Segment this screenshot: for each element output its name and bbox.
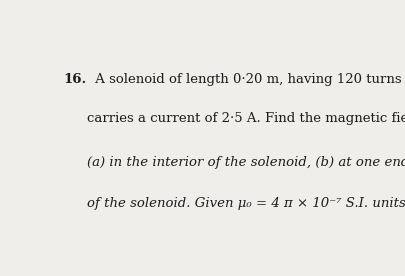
- Text: (a) in the interior of the solenoid, (b) at one end: (a) in the interior of the solenoid, (b)…: [87, 156, 405, 169]
- Text: of the solenoid. Given μ₀ = 4 π × 10⁻⁷ S.I. units.: of the solenoid. Given μ₀ = 4 π × 10⁻⁷ S…: [87, 197, 405, 210]
- Text: carries a current of 2·5 A. Find the magnetic field :: carries a current of 2·5 A. Find the mag…: [87, 112, 405, 125]
- Text: A solenoid of length 0·20 m, having 120 turns: A solenoid of length 0·20 m, having 120 …: [90, 73, 400, 86]
- Text: 16.: 16.: [63, 73, 86, 86]
